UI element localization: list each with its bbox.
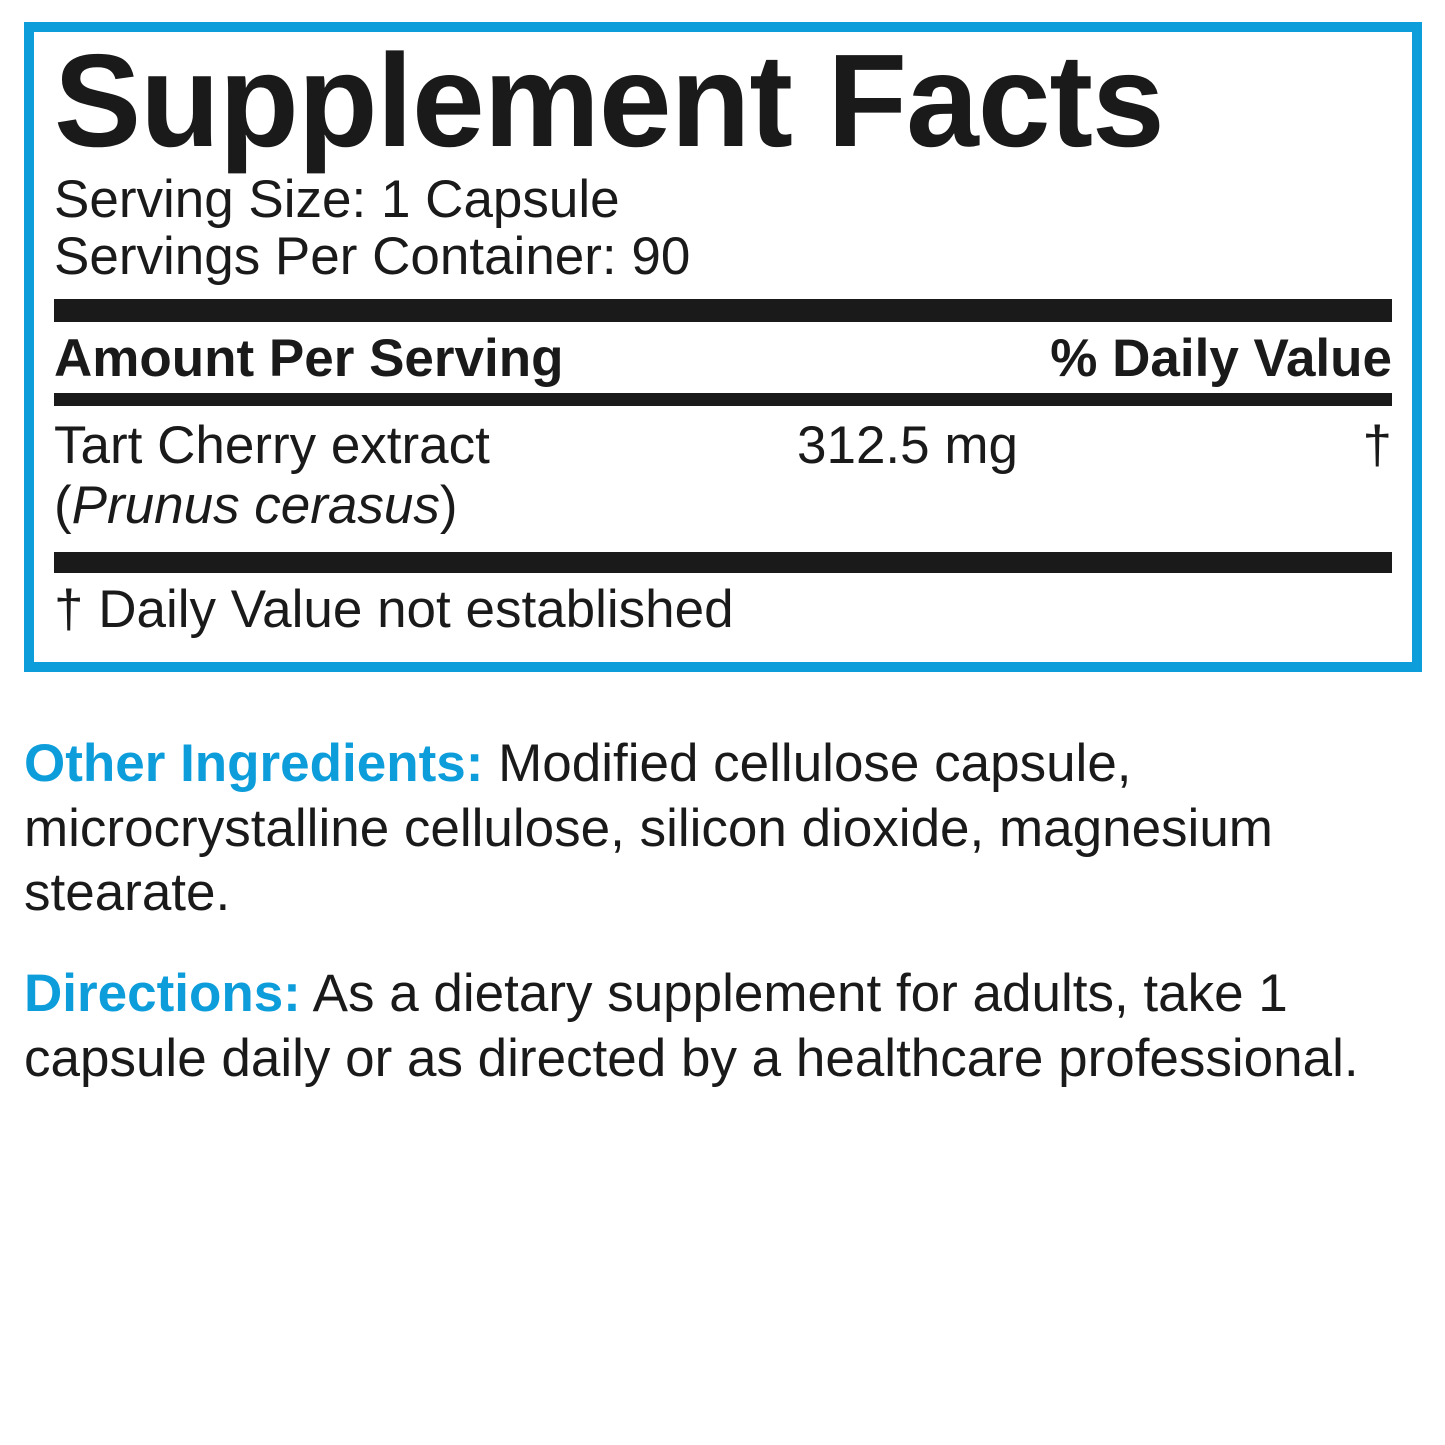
latin-binomial: Prunus cerasus: [71, 475, 440, 535]
latin-paren-close: ): [439, 475, 458, 535]
directions-section: Directions: As a dietary supplement for …: [24, 962, 1384, 1091]
ingredient-daily-value: †: [1362, 415, 1392, 475]
serving-size-text: Serving Size: 1 Capsule: [54, 169, 620, 229]
page-title: Supplement Facts: [54, 27, 1165, 174]
supplement-facts-panel-inner: Supplement Facts Serving Size: 1 Capsule…: [34, 32, 1412, 662]
table-header-row: Amount Per Serving % Daily Value: [54, 331, 1392, 387]
servings-per-container-text: Servings Per Container: 90: [54, 226, 691, 286]
table-row: Tart Cherry extract (Prunus cerasus) 312…: [54, 416, 1392, 544]
directions-text: As a dietary supplement for adults, take…: [24, 964, 1359, 1088]
other-ingredients-label: Other Ingredients:: [24, 734, 484, 793]
table-header-daily-value: % Daily Value: [1050, 329, 1392, 389]
table-header-amount: Amount Per Serving: [54, 329, 564, 389]
divider-mid: [54, 392, 1392, 406]
divider-thick-top: [54, 299, 1392, 323]
other-ingredients-text: Modified cellulose capsule, microcrystal…: [24, 734, 1273, 923]
latin-paren-open: (: [54, 475, 72, 535]
daily-value-footnote: † Daily Value not established: [54, 579, 734, 639]
ingredient-latin-name: (Prunus cerasus): [54, 476, 458, 535]
directions-label: Directions:: [24, 964, 301, 1023]
ingredient-amount: 312.5 mg: [797, 415, 1018, 475]
ingredient-name: Tart Cherry extract: [54, 415, 490, 475]
other-ingredients-section: Other Ingredients: Modified cellulose ca…: [24, 732, 1384, 926]
supplement-facts-panel: Supplement Facts Serving Size: 1 Capsule…: [24, 22, 1422, 672]
divider-thick-bottom: [54, 551, 1392, 573]
